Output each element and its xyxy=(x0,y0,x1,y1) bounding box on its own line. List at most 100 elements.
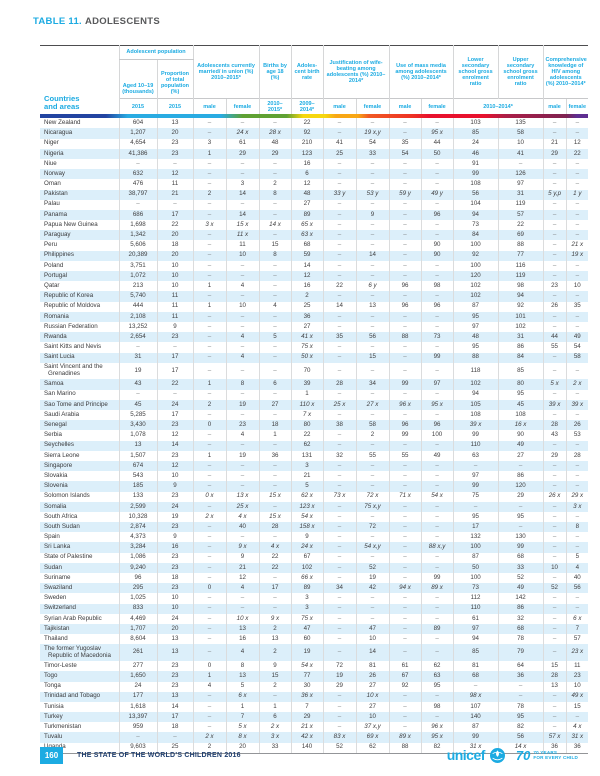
value-cell: – xyxy=(258,199,292,210)
value-cell: – xyxy=(322,460,357,472)
value-cell: 29 xyxy=(542,148,567,159)
value-cell: 100 xyxy=(452,542,499,553)
value-cell: 47 xyxy=(355,623,390,635)
value-cell: 101 xyxy=(497,311,544,322)
value-cell: – xyxy=(355,179,390,190)
value-cell: 73 xyxy=(452,220,499,231)
value-cell: – xyxy=(565,220,589,231)
value-cell: – xyxy=(420,501,454,512)
value-cell: 55 xyxy=(355,450,390,461)
value-cell: 104 xyxy=(452,199,499,210)
value-cell: 56 xyxy=(497,732,544,743)
value-cell: – xyxy=(322,250,357,261)
value-cell: 14 xyxy=(156,440,193,451)
value-cell: 13 xyxy=(225,623,260,635)
value-cell: 29 xyxy=(322,681,357,692)
value-cell: 75 x xyxy=(290,613,324,624)
value-cell: – xyxy=(542,321,567,333)
value-cell: 5 xyxy=(225,681,260,692)
value-cell: 57 x xyxy=(542,732,567,743)
value-cell: 20 xyxy=(156,230,193,241)
value-cell: 2 xyxy=(258,179,292,190)
value-cell: – xyxy=(225,118,260,129)
value-cell: – xyxy=(192,352,226,363)
country-name: Norway xyxy=(44,169,65,177)
value-cell: – xyxy=(192,332,226,343)
value-cell: 4 x xyxy=(565,722,589,733)
value-cell: – xyxy=(258,260,292,271)
value-cell: 9 xyxy=(156,481,193,492)
country-name: Portugal xyxy=(44,271,68,279)
value-cell: 13 xyxy=(156,634,193,645)
value-cell: 15 x xyxy=(225,220,260,231)
value-cell: 41 xyxy=(497,148,544,159)
value-cell: – xyxy=(542,230,567,241)
value-cell: – xyxy=(225,440,260,451)
value-cell: 96 xyxy=(118,573,157,584)
value-cell: 68 xyxy=(290,240,324,251)
value-cell: 31 x xyxy=(452,742,499,754)
value-cell: 3 xyxy=(192,138,226,149)
value-cell: 66 x xyxy=(290,573,324,584)
value-cell: 52 xyxy=(497,573,544,584)
value-cell: – xyxy=(355,311,390,322)
value-cell: – xyxy=(497,681,544,692)
value-cell: 4 xyxy=(225,430,260,441)
value-cell: 86 xyxy=(497,471,544,482)
value-cell: 70 xyxy=(290,362,324,380)
value-cell: – xyxy=(322,209,357,221)
value-cell: – xyxy=(225,158,260,170)
value-cell: – xyxy=(258,362,292,380)
value-cell: – xyxy=(322,522,357,533)
value-cell: – xyxy=(258,440,292,451)
value-cell: 48 xyxy=(452,332,499,343)
value-cell: 123 xyxy=(290,148,324,159)
value-cell: – xyxy=(452,681,499,692)
table-row: Qatar 213 10 1 4–16 22 6 y 96 98 102 98 23 10 xyxy=(40,281,589,292)
value-cell: – xyxy=(322,410,357,421)
value-cell: – xyxy=(497,691,544,702)
value-cell: 87 xyxy=(452,552,499,563)
value-cell: 23 xyxy=(156,522,193,533)
value-cell: 63 xyxy=(420,671,454,682)
value-cell: 4 xyxy=(258,301,292,312)
value-cell: – xyxy=(225,460,260,472)
value-cell: 9,603 xyxy=(118,742,157,754)
value-cell: – xyxy=(388,271,422,282)
country-name: Romania xyxy=(44,312,69,320)
value-cell: 63 x xyxy=(290,230,324,241)
value-cell: – xyxy=(388,471,422,482)
country-name: The former Yugoslav Republic of Macedoni… xyxy=(44,645,111,659)
value-cell: 4,469 xyxy=(118,613,157,624)
value-cell: 38 xyxy=(322,420,357,431)
color-band xyxy=(40,114,589,119)
value-cell: 12 xyxy=(225,573,260,584)
value-cell: 7 xyxy=(290,701,324,713)
value-cell: 94 x xyxy=(388,583,422,594)
value-cell: 100 xyxy=(420,430,454,441)
value-cell: 2 x xyxy=(258,722,292,733)
value-cell: – xyxy=(542,199,567,210)
value-cell: – xyxy=(420,613,454,624)
value-cell: – xyxy=(388,644,422,662)
value-cell: 31 xyxy=(497,189,544,200)
value-cell: – xyxy=(258,352,292,363)
seventy-logo: 70 xyxy=(515,747,531,763)
value-cell: 90 xyxy=(420,250,454,261)
country-name: Russian Federation xyxy=(44,322,98,330)
value-cell: 67 xyxy=(388,671,422,682)
value-cell: 42 x xyxy=(290,732,324,743)
value-cell: – xyxy=(355,271,390,282)
value-cell: 13 xyxy=(156,644,193,662)
table-row: State of Palestine 1,086 23–9 22 67– – – –87 68–… xyxy=(40,552,589,563)
value-cell: 89 xyxy=(290,209,324,221)
value-cell: 8 xyxy=(565,522,589,533)
value-cell: – xyxy=(258,271,292,282)
value-cell: – xyxy=(565,362,589,380)
value-cell: 19 x,y xyxy=(355,128,390,139)
value-cell: – xyxy=(420,271,454,282)
value-cell: – xyxy=(420,362,454,380)
